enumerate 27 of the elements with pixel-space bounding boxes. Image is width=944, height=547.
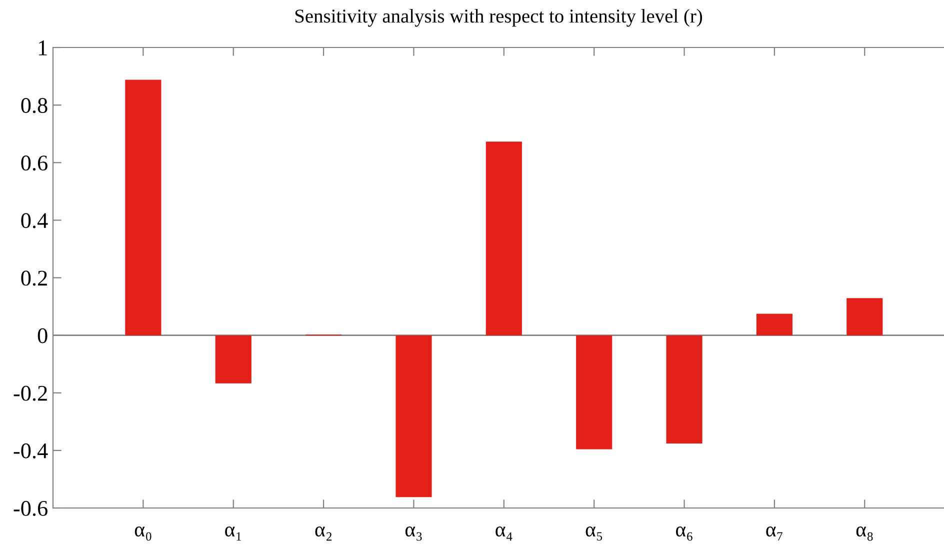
bar bbox=[215, 335, 252, 384]
y-tick-label: 0.8 bbox=[21, 98, 48, 114]
x-tick-label: α₀ bbox=[134, 526, 152, 541]
chart-title: Sensitivity analysis with respect to intensity level (r) bbox=[295, 9, 702, 27]
x-tick-label: α₂ bbox=[315, 526, 332, 541]
x-tick-label: α₃ bbox=[405, 526, 422, 541]
x-tick-label: α₄ bbox=[496, 526, 512, 541]
y-tick-label: -0.6 bbox=[14, 500, 48, 516]
bar bbox=[846, 298, 883, 336]
x-tick-label: α₇ bbox=[766, 526, 782, 540]
y-tick-label: 0.2 bbox=[21, 270, 47, 286]
y-tick-label: -0.4 bbox=[14, 443, 48, 458]
x-tick-label: α₆ bbox=[676, 526, 692, 541]
x-tick-label: α₈ bbox=[856, 526, 873, 541]
bar bbox=[756, 314, 792, 336]
x-tick-label: α₁ bbox=[225, 526, 242, 541]
y-tick-label: 1 bbox=[38, 40, 47, 56]
y-tick-label: -0.2 bbox=[14, 386, 47, 401]
x-tick-label: α₅ bbox=[586, 526, 602, 541]
bar bbox=[125, 80, 162, 336]
bar bbox=[666, 335, 702, 444]
bar bbox=[576, 335, 612, 450]
y-tick-label: 0.6 bbox=[21, 156, 48, 171]
y-tick-label: 0 bbox=[38, 328, 48, 344]
bar bbox=[396, 335, 432, 498]
bar bbox=[486, 142, 522, 336]
y-tick-label: 0.4 bbox=[21, 213, 48, 228]
